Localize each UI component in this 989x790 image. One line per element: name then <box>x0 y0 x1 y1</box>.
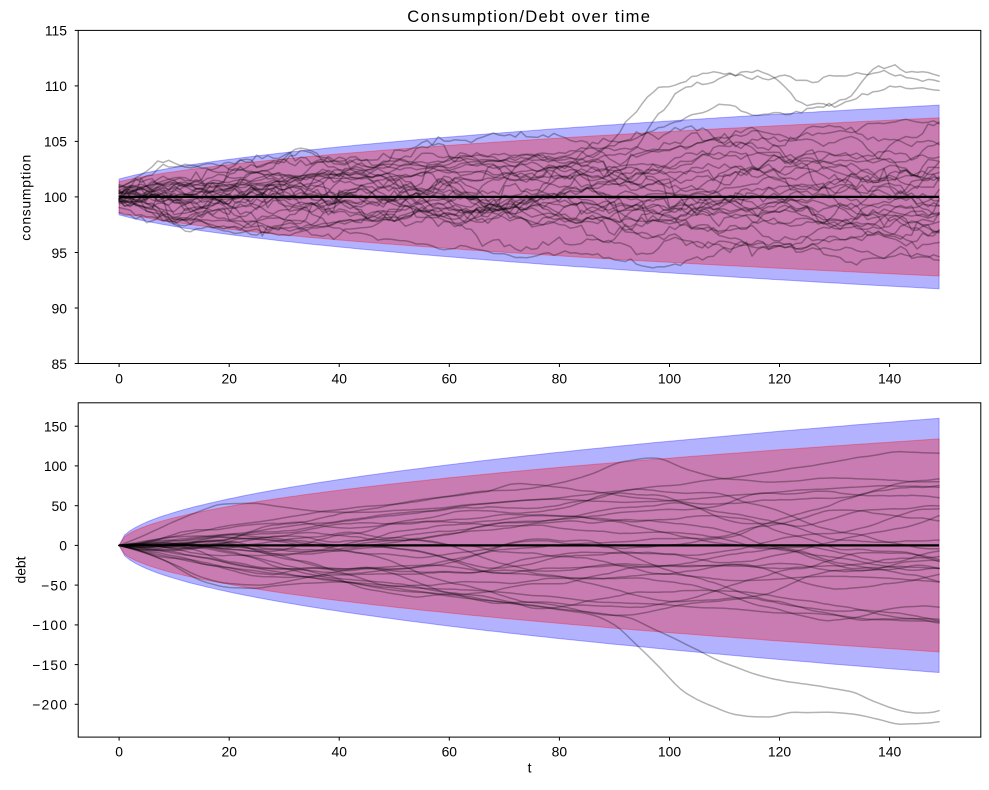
svg-text:90: 90 <box>52 300 68 316</box>
svg-text:40: 40 <box>331 370 347 386</box>
svg-text:60: 60 <box>442 744 458 760</box>
svg-text:consumption: consumption <box>18 154 34 241</box>
svg-text:20: 20 <box>221 744 237 760</box>
svg-text:0: 0 <box>115 744 123 760</box>
svg-text:105: 105 <box>44 134 67 150</box>
svg-text:80: 80 <box>552 370 568 386</box>
svg-text:140: 140 <box>878 744 901 760</box>
svg-text:120: 120 <box>768 370 791 386</box>
svg-text:100: 100 <box>658 370 681 386</box>
svg-text:t: t <box>528 760 532 776</box>
svg-text:110: 110 <box>45 78 67 94</box>
svg-text:100: 100 <box>658 744 681 760</box>
svg-text:100: 100 <box>44 458 67 474</box>
svg-text:50: 50 <box>52 498 68 514</box>
svg-text:85: 85 <box>52 356 68 372</box>
svg-text:−150: −150 <box>32 657 68 673</box>
svg-text:95: 95 <box>52 245 68 261</box>
svg-text:−50: −50 <box>41 577 68 593</box>
svg-text:0: 0 <box>115 370 123 386</box>
svg-text:40: 40 <box>331 744 347 760</box>
svg-text:60: 60 <box>442 370 458 386</box>
svg-text:0: 0 <box>59 538 67 554</box>
svg-text:−100: −100 <box>32 617 68 633</box>
svg-text:150: 150 <box>44 419 67 435</box>
svg-text:20: 20 <box>221 370 237 386</box>
svg-text:80: 80 <box>552 744 568 760</box>
svg-text:−200: −200 <box>32 697 68 713</box>
svg-text:debt: debt <box>13 556 29 583</box>
svg-text:120: 120 <box>768 744 791 760</box>
svg-text:140: 140 <box>878 370 901 386</box>
svg-text:100: 100 <box>44 189 67 205</box>
svg-text:Consumption/Debt over time: Consumption/Debt over time <box>407 7 651 26</box>
svg-text:115: 115 <box>45 23 67 39</box>
